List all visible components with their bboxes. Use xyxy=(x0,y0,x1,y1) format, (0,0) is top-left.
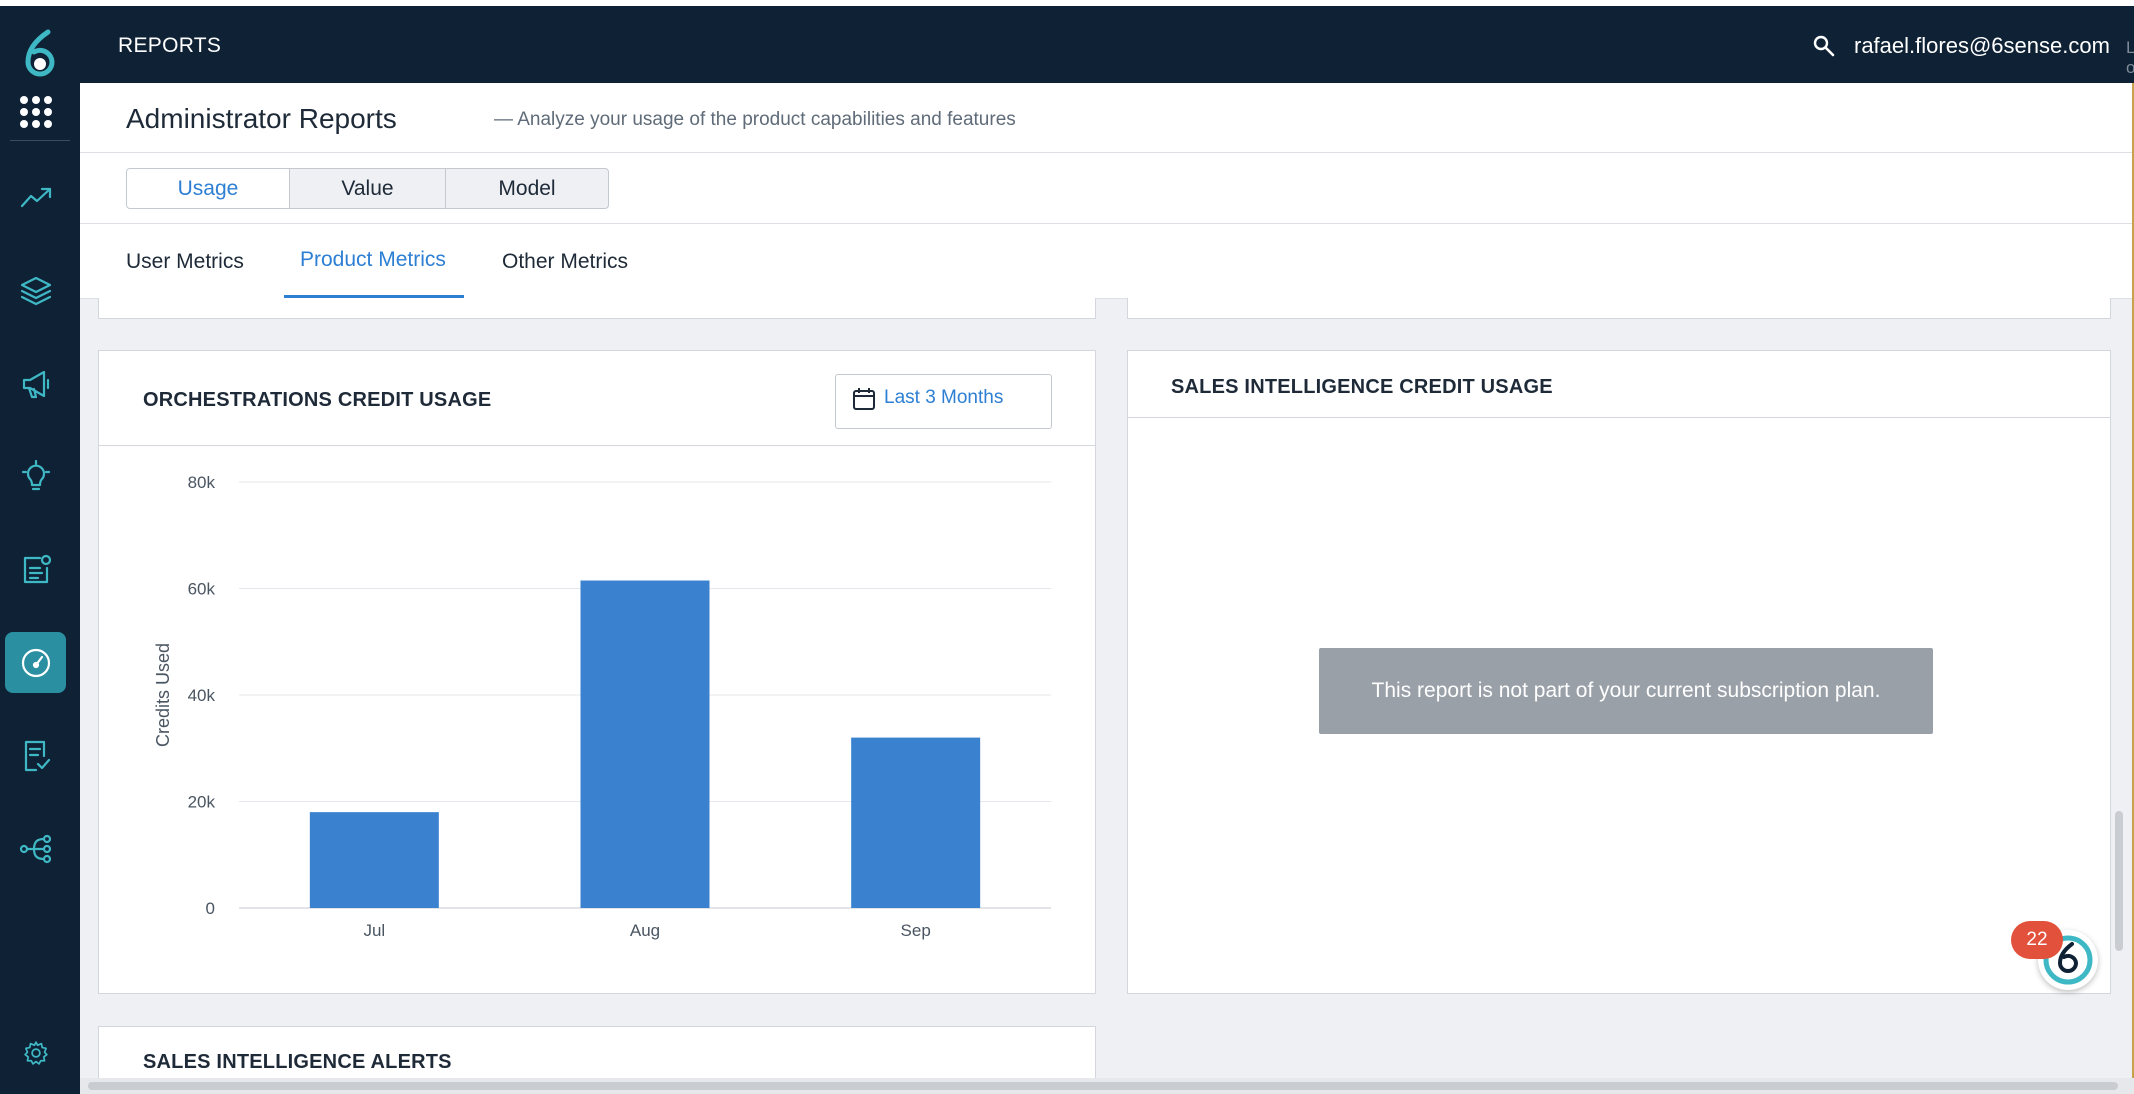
trend-icon[interactable] xyxy=(5,167,66,228)
tab-product-metrics[interactable]: Product Metrics xyxy=(284,224,464,299)
card-title: ORCHESTRATIONS CREDIT USAGE xyxy=(143,389,492,411)
y-tick-label: 40k xyxy=(188,686,216,705)
top-header: REPORTS rafael.flores@6sense.com Log out xyxy=(80,6,2134,83)
date-range-button[interactable]: Last 3 Months xyxy=(835,374,1052,429)
y-tick-label: 80k xyxy=(188,473,216,492)
card-title: SALES INTELLIGENCE ALERTS xyxy=(143,1051,452,1073)
page-subtitle: — Analyze your usage of the product capa… xyxy=(494,109,1016,130)
y-tick-label: 20k xyxy=(188,793,216,812)
6sense-logo-icon[interactable] xyxy=(18,28,62,82)
chat-logo-icon xyxy=(2043,935,2093,985)
previous-card-left xyxy=(98,298,1096,319)
gauge-icon[interactable] xyxy=(5,632,66,693)
rail-divider xyxy=(10,140,70,141)
window-edge xyxy=(2132,83,2134,1078)
calendar-icon xyxy=(853,388,875,410)
layers-icon[interactable] xyxy=(5,260,66,321)
search-icon[interactable] xyxy=(1812,34,1836,58)
x-tick-label: Aug xyxy=(630,921,660,940)
x-tick-label: Jul xyxy=(363,921,385,940)
y-tick-label: 60k xyxy=(188,580,216,599)
app-launcher-icon[interactable] xyxy=(20,96,52,128)
page-header: Administrator Reports — Analyze your usa… xyxy=(80,83,2134,153)
segment-value[interactable]: Value xyxy=(289,168,446,209)
tab-user-metrics[interactable]: User Metrics xyxy=(126,249,244,273)
card-title: SALES INTELLIGENCE CREDIT USAGE xyxy=(1171,376,1553,398)
previous-card-right xyxy=(1127,298,2111,319)
lightbulb-icon[interactable] xyxy=(5,446,66,507)
scrollbar-thumb[interactable] xyxy=(2115,811,2123,951)
x-tick-label: Sep xyxy=(901,921,931,940)
window-top-strip xyxy=(0,0,2134,6)
bar-jul xyxy=(309,812,439,908)
metrics-tabs: User Metrics Product Metrics Other Metri… xyxy=(80,224,2134,299)
segment-usage[interactable]: Usage xyxy=(126,168,290,209)
logout-link[interactable]: Log out xyxy=(2126,38,2134,77)
card-header: SALES INTELLIGENCE CREDIT USAGE xyxy=(1128,351,2110,418)
section-title: REPORTS xyxy=(118,34,222,57)
checklist-icon[interactable] xyxy=(5,725,66,786)
page-title: Administrator Reports xyxy=(126,103,397,134)
date-range-label: Last 3 Months xyxy=(884,387,1004,408)
notification-badge: 22 xyxy=(2011,921,2063,959)
megaphone-icon[interactable] xyxy=(5,353,66,414)
settings-icon[interactable] xyxy=(5,1022,66,1083)
subscription-notice: This report is not part of your current … xyxy=(1319,648,1933,734)
scrollbar-thumb[interactable] xyxy=(88,1082,2118,1090)
workflow-icon[interactable] xyxy=(5,818,66,879)
orchestrations-credit-usage-card: ORCHESTRATIONS CREDIT USAGE Last 3 Month… xyxy=(98,350,1096,994)
tab-other-metrics[interactable]: Other Metrics xyxy=(502,249,629,273)
y-tick-label: 0 xyxy=(206,899,215,918)
profile-card-icon[interactable] xyxy=(5,539,66,600)
vertical-scrollbar[interactable] xyxy=(2112,299,2126,1078)
credit-usage-bar-chart: 0 20k 40k 60k 80k Credits Used Jul Aug Sep xyxy=(153,473,1051,940)
segment-model[interactable]: Model xyxy=(445,168,609,209)
horizontal-scrollbar[interactable] xyxy=(80,1078,2134,1094)
user-email[interactable]: rafael.flores@6sense.com xyxy=(1854,33,2110,58)
card-header: ORCHESTRATIONS CREDIT USAGE Last 3 Month… xyxy=(99,351,1095,446)
bar-sep xyxy=(851,737,981,908)
segment-bar: Usage Value Model xyxy=(80,153,2134,224)
y-axis-label: Credits Used xyxy=(153,643,173,747)
bar-aug xyxy=(580,580,710,908)
left-nav-rail xyxy=(0,0,80,1094)
